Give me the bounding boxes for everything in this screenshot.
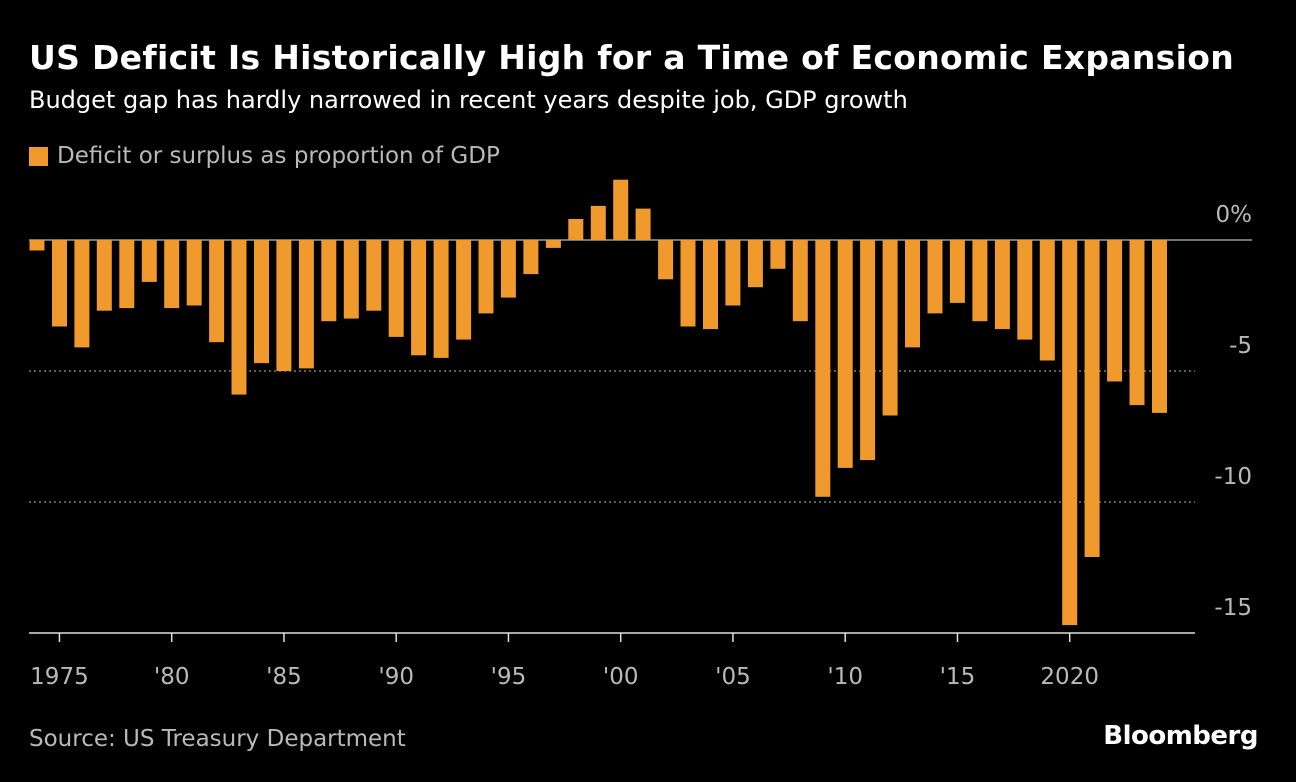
bar-1999 [590,205,606,240]
bar-1992 [433,240,449,358]
x-tick-label: 2020 [1040,664,1099,690]
x-tick-label: '15 [940,664,976,690]
source-note: Source: US Treasury Department [29,726,406,752]
x-tick-label: '95 [491,664,527,690]
bar-1989 [366,240,382,311]
y-tick-label: -5 [1229,333,1252,359]
chart-title: US Deficit Is Historically High for a Ti… [29,38,1234,77]
x-tick-label: '00 [603,664,639,690]
bar-1993 [456,240,472,340]
bar-1988 [343,240,359,319]
bar-2019 [1039,240,1055,361]
bar-2016 [972,240,988,322]
bar-1979 [141,240,157,282]
tick-labels: 1975 '80 '85 '90 '95 '00 '05 '10 '15 2020 0% -5 -10 -… [30,202,1252,690]
bar-2002 [658,240,674,280]
bar-1998 [568,219,584,240]
bar-2017 [994,240,1010,330]
legend: Deficit or surplus as proportion of GDP [29,143,500,169]
bar-2024 [1152,240,1167,413]
bar-1974 [29,240,45,251]
bar-1987 [321,240,337,322]
bar-2021 [1084,240,1100,557]
bar-2012 [882,240,898,416]
bar-2014 [927,240,943,314]
y-tick-label: 0% [1216,202,1253,228]
bar-1996 [523,240,539,275]
bar-1981 [186,240,202,306]
bar-2022 [1107,240,1123,382]
bar-1980 [164,240,180,309]
bar-1977 [96,240,112,311]
bar-2010 [837,240,853,468]
bar-2004 [703,240,718,330]
bar-1982 [209,240,225,343]
bar-1983 [231,240,247,395]
bar-1994 [478,240,494,314]
x-tick-label: '90 [378,664,414,690]
x-tick-label: '05 [715,664,751,690]
bar-2006 [747,240,763,288]
bar-1975 [52,240,67,327]
bar-2001 [635,208,651,240]
bars [29,179,1167,626]
axes [29,632,1195,642]
bar-1984 [254,240,269,364]
bar-2020 [1062,240,1078,626]
bar-1978 [119,240,135,309]
bar-2007 [770,240,786,269]
bar-2005 [725,240,741,306]
chart-subtitle: Budget gap has hardly narrowed in recent… [29,86,908,114]
bar-1997 [545,240,561,248]
bar-2023 [1129,240,1145,406]
bar-1995 [500,240,516,298]
legend-swatch [29,146,48,166]
x-tick-label: '85 [266,664,302,690]
y-tick-label: -10 [1214,464,1252,490]
bar-1991 [411,240,427,356]
x-tick-label: '10 [827,664,863,690]
bar-1986 [298,240,314,369]
bar-2018 [1017,240,1033,340]
bar-2015 [949,240,965,303]
x-tick-label: '80 [154,664,190,690]
bar-1990 [388,240,404,337]
y-tick-label: -15 [1214,595,1252,621]
bar-2009 [815,240,831,497]
bar-1985 [276,240,292,371]
bar-2003 [680,240,696,327]
bar-2013 [905,240,920,348]
bar-2008 [792,240,808,322]
bar-1976 [74,240,90,348]
bloomberg-logo: Bloomberg [1103,721,1258,751]
bar-2000 [613,179,629,240]
x-tick-label: 1975 [30,664,89,690]
legend-label: Deficit or surplus as proportion of GDP [57,143,500,169]
bar-2011 [860,240,876,461]
